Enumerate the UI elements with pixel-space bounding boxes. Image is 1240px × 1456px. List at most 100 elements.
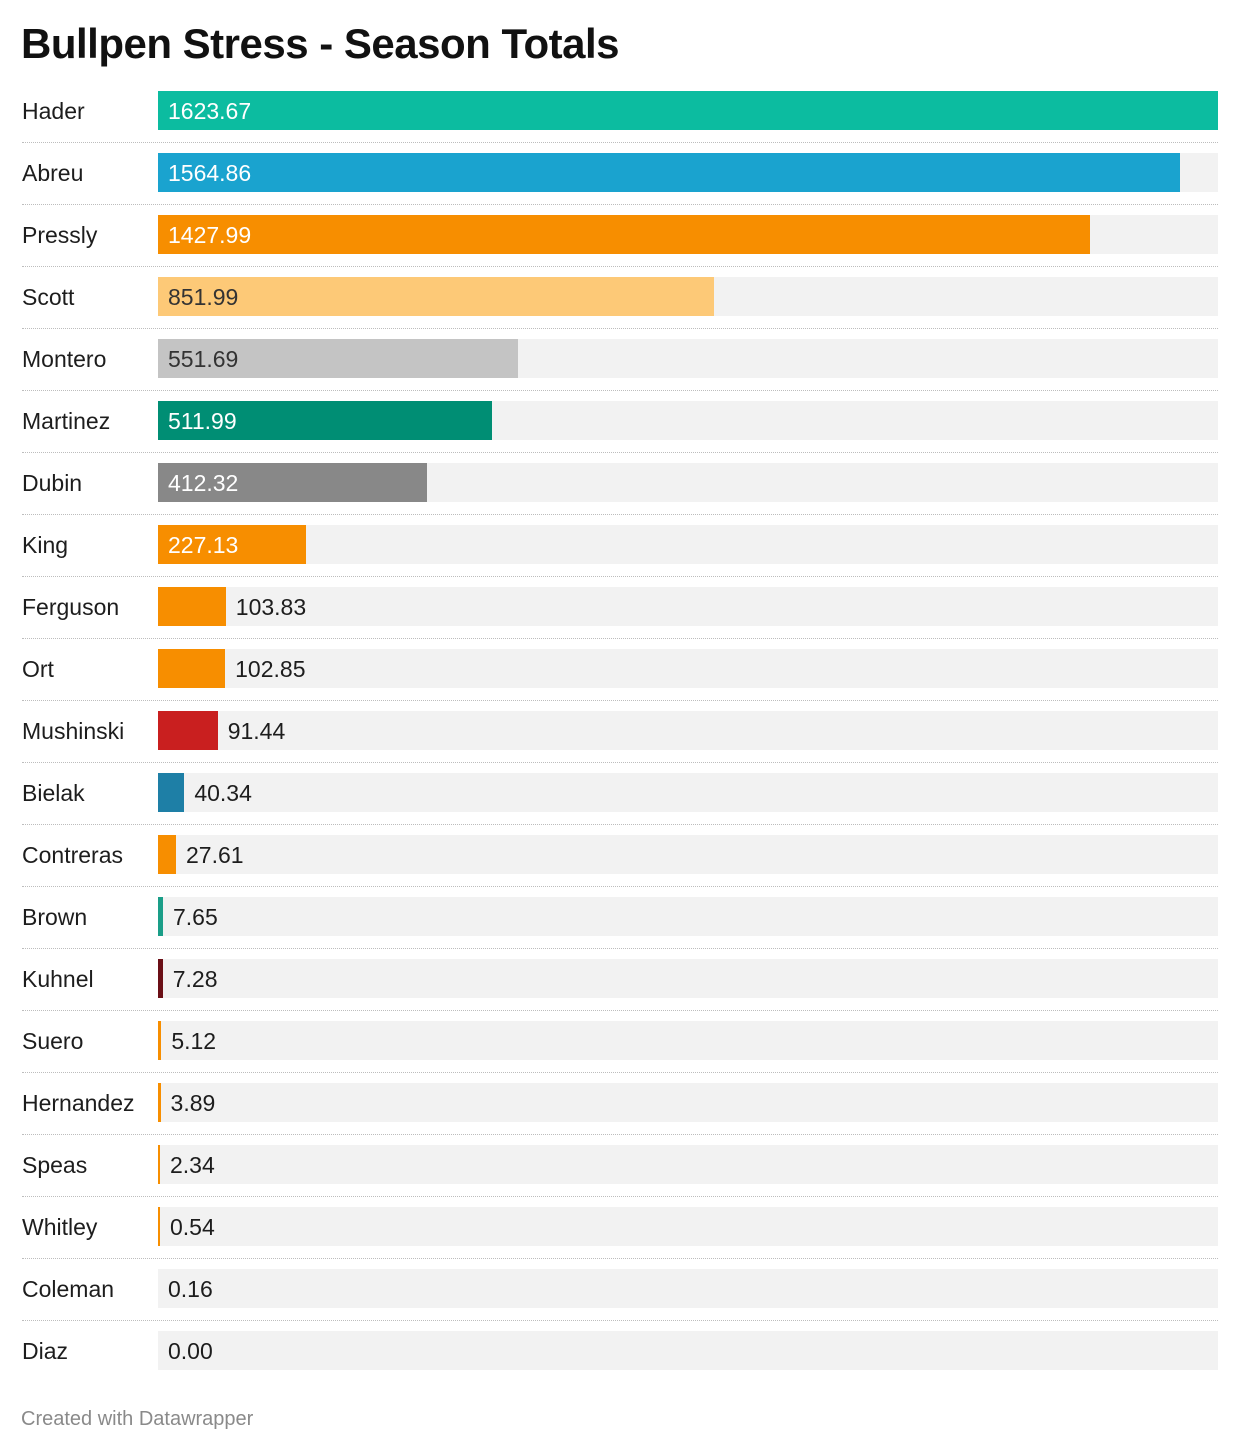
value-label: 103.83 [235, 594, 307, 620]
category-label: Abreu [22, 160, 84, 186]
bar-track [158, 649, 1218, 688]
bar [158, 649, 226, 688]
bar [158, 897, 163, 936]
bar-track [158, 711, 1218, 750]
bar-row: Coleman 0.16 [22, 1266, 1218, 1328]
bar [158, 1207, 160, 1246]
value-label: 102.85 [235, 656, 306, 682]
bar-row: Suero 5.12 [22, 1018, 1218, 1080]
bar [158, 1083, 161, 1122]
value-label: 0.00 [168, 1338, 213, 1364]
bar-chart: Hader 1623.67 Abreu 1564.86 Pressly 1427.99 Sc… [0, 88, 1240, 1378]
value-label: 7.28 [172, 966, 218, 992]
bar-row: Pressly 1427.99 [22, 212, 1218, 274]
category-label: Ferguson [22, 594, 120, 620]
bar-track [158, 1083, 1218, 1122]
value-label: 851.99 [168, 284, 239, 310]
category-label: King [22, 532, 69, 558]
category-label: Hader [22, 98, 85, 124]
value-label: 40.34 [194, 780, 252, 806]
bar-row: Brown 7.65 [22, 894, 1218, 956]
row-separator [22, 514, 1218, 515]
bar [158, 587, 226, 626]
row-separator [22, 328, 1218, 329]
row-separator [22, 390, 1218, 391]
row-separator [22, 452, 1218, 453]
value-label: 1427.99 [168, 222, 252, 248]
bar-track [158, 1145, 1218, 1184]
row-separator [22, 204, 1218, 205]
row-separator [22, 576, 1218, 577]
category-label: Montero [22, 346, 107, 372]
row-separator [22, 142, 1218, 143]
bar [158, 835, 177, 874]
bar-track [158, 1331, 1218, 1370]
category-label: Whitley [22, 1214, 98, 1240]
bar-track [158, 959, 1218, 998]
bar-row: Bielak 40.34 [22, 770, 1218, 832]
bar-track [158, 1269, 1218, 1308]
value-label: 551.69 [168, 346, 239, 372]
value-label: 7.65 [172, 904, 218, 930]
bar-track [158, 773, 1218, 812]
bar-track [158, 835, 1218, 874]
bar-row: Hader 1623.67 [22, 88, 1218, 150]
bar-row: Martinez 511.99 [22, 398, 1218, 460]
bar-track [158, 587, 1218, 626]
value-label: 91.44 [227, 718, 286, 744]
category-label: Coleman [22, 1276, 115, 1302]
category-label: Contreras [22, 842, 123, 868]
value-label: 5.12 [171, 1028, 217, 1054]
bar [158, 959, 163, 998]
category-label: Pressly [22, 222, 98, 248]
category-label: Bielak [22, 780, 85, 806]
bar [158, 153, 1180, 192]
value-label: 0.54 [170, 1214, 215, 1240]
credit-text: Created with Datawrapper [21, 1408, 254, 1430]
category-label: Speas [22, 1152, 88, 1178]
category-label: Mushinski [22, 718, 125, 744]
row-separator [22, 1134, 1218, 1135]
category-label: Diaz [22, 1338, 69, 1364]
bar [158, 773, 185, 812]
row-separator [22, 1258, 1218, 1259]
row-separator [22, 638, 1218, 639]
value-label: 1564.86 [168, 160, 252, 186]
row-separator [22, 1072, 1218, 1073]
category-label: Brown [22, 904, 88, 930]
row-separator [22, 266, 1218, 267]
category-label: Suero [22, 1028, 84, 1054]
bar-row: Hernandez 3.89 [22, 1080, 1218, 1142]
row-separator [22, 762, 1218, 763]
bar-row: Dubin 412.32 [22, 460, 1218, 522]
value-label: 1623.67 [168, 98, 252, 124]
bar-track [158, 897, 1218, 936]
row-separator [22, 700, 1218, 701]
bar [158, 339, 519, 378]
category-label: Kuhnel [22, 966, 94, 992]
bar-row: Kuhnel 7.28 [22, 956, 1218, 1018]
value-label: 412.32 [168, 470, 239, 496]
row-separator [22, 1196, 1218, 1197]
bar-row: Ort 102.85 [22, 646, 1218, 708]
bar-row: Whitley 0.54 [22, 1204, 1218, 1266]
bar-track [158, 525, 1218, 564]
row-separator [22, 1320, 1218, 1321]
value-label: 3.89 [170, 1090, 216, 1116]
bar [158, 525, 307, 564]
bar [158, 1145, 160, 1184]
row-separator [22, 1010, 1218, 1011]
bar [158, 277, 715, 316]
bar-row: Montero 551.69 [22, 336, 1218, 398]
bar-row: King 227.13 [22, 522, 1218, 584]
row-separator [22, 948, 1218, 949]
bar [158, 401, 493, 440]
bar-row: Scott 851.99 [22, 274, 1218, 336]
bar-row: Abreu 1564.86 [22, 150, 1218, 212]
bar [158, 1021, 162, 1060]
value-label: 27.61 [186, 842, 244, 868]
value-label: 511.99 [168, 408, 237, 434]
category-label: Hernandez [22, 1090, 135, 1116]
bar-row: Speas 2.34 [22, 1142, 1218, 1204]
chart-title: Bullpen Stress - Season Totals [21, 20, 620, 67]
